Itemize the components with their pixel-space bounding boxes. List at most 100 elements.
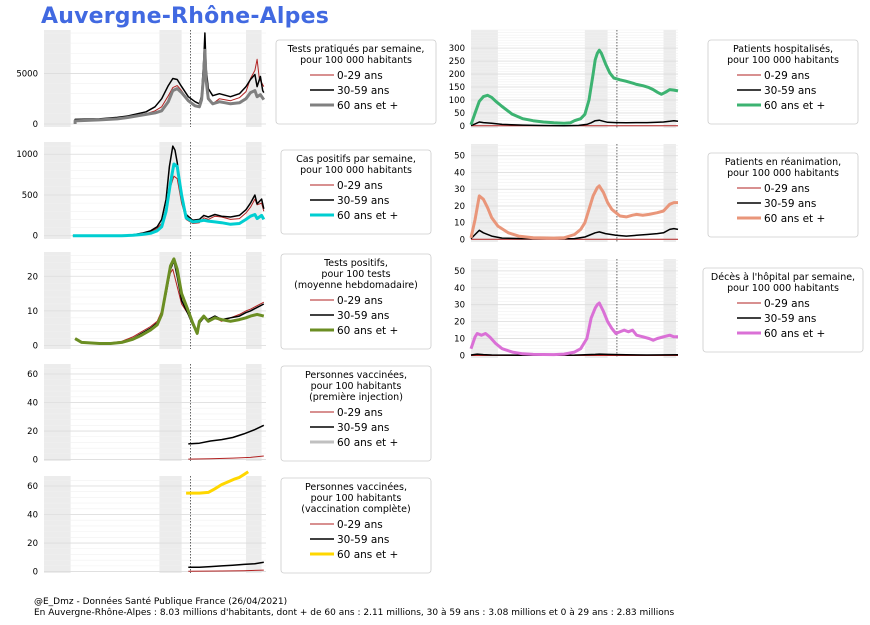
legend-label: 60 ans et + bbox=[764, 328, 825, 340]
y-tick-label: 40 bbox=[454, 284, 465, 294]
y-tick-label: 20 bbox=[27, 272, 38, 282]
legend-title: pour 100 tests bbox=[321, 269, 390, 280]
legend: Tests pratiqués par semaine,pour 100 000… bbox=[275, 39, 437, 125]
lockdown-band bbox=[663, 259, 676, 358]
lockdown-band bbox=[159, 30, 182, 127]
legend-label: 30-59 ans bbox=[337, 422, 389, 434]
legend-label: 30-59 ans bbox=[764, 85, 816, 97]
y-tick-label: 20 bbox=[27, 539, 38, 549]
legend-label: 30-59 ans bbox=[337, 195, 389, 207]
legend: Patients en réanimation,pour 100 000 hab… bbox=[707, 152, 859, 238]
series-line bbox=[469, 301, 678, 357]
series-line bbox=[469, 48, 679, 126]
chart-deces: 0 10 20 30 40 50 Décès à l'hôpital par semaine… bbox=[454, 259, 864, 361]
legend-title: Cas positifs par semaine, bbox=[296, 154, 416, 165]
chart-vacc2: 0 20 40 60 Personnes vaccinées,pour 100 habi… bbox=[27, 470, 432, 578]
legend-title: Tests positifs, bbox=[323, 258, 388, 269]
legend-title: pour 100 000 habitants bbox=[300, 55, 412, 66]
chart-vacc1: 0 20 40 60 Personnes vaccinées,pour 100 habi… bbox=[27, 364, 432, 466]
legend: Cas positifs par semaine,pour 100 000 ha… bbox=[280, 149, 432, 235]
y-tick-label: 0 bbox=[33, 120, 38, 130]
y-tick-label: 20 bbox=[27, 427, 38, 437]
legend-title: Tests pratiqués par semaine, bbox=[287, 44, 425, 55]
legend: Décès à l'hôpital par semaine,pour 100 0… bbox=[702, 267, 864, 353]
legend-title: (vaccination complète) bbox=[301, 504, 410, 515]
legend: Personnes vaccinées,pour 100 habitants(p… bbox=[280, 365, 432, 462]
y-tick-label: 0 bbox=[33, 568, 38, 578]
series-line bbox=[470, 227, 679, 240]
y-tick-label: 0 bbox=[33, 232, 38, 242]
lockdown-band bbox=[44, 364, 71, 461]
legend-label: 60 ans et + bbox=[764, 100, 825, 112]
legend-title: pour 100 habitants bbox=[311, 381, 402, 392]
footer-source: @E_Dmz - Données Santé Publique France (… bbox=[34, 597, 288, 607]
lockdown-band bbox=[246, 364, 262, 461]
y-tick-label: 200 bbox=[449, 70, 465, 80]
legend-title: (moyenne hebdomadaire) bbox=[294, 280, 418, 291]
legend-frame bbox=[280, 365, 432, 462]
legend-title: Personnes vaccinées, bbox=[305, 370, 407, 381]
y-tick-label: 300 bbox=[449, 44, 465, 54]
chart-tests: 0 5000 Tests pratiqués par semaine,pour 10… bbox=[16, 30, 437, 130]
legend-title: (première injection) bbox=[309, 392, 403, 403]
series-line bbox=[470, 119, 679, 127]
legend-label: 60 ans et + bbox=[337, 210, 398, 222]
y-tick-label: 5000 bbox=[16, 69, 38, 79]
series-line bbox=[72, 145, 265, 237]
lockdown-band bbox=[44, 252, 71, 349]
y-tick-label: 150 bbox=[449, 83, 465, 93]
y-tick-label: 60 bbox=[27, 482, 38, 492]
legend-frame bbox=[280, 149, 432, 235]
series-line bbox=[188, 561, 264, 569]
y-tick-label: 500 bbox=[22, 191, 38, 201]
lockdown-band bbox=[44, 30, 71, 127]
legend-frame bbox=[280, 253, 432, 350]
page-title: Auvergne-Rhône-Alpes bbox=[41, 4, 330, 29]
lockdown-band bbox=[663, 144, 676, 242]
legend-label: 60 ans et + bbox=[337, 549, 398, 561]
legend-frame bbox=[702, 267, 864, 353]
lockdown-band bbox=[471, 144, 498, 242]
lockdown-band bbox=[44, 142, 71, 239]
series-line bbox=[188, 569, 264, 572]
y-tick-label: 20 bbox=[454, 202, 465, 212]
legend-label: 30-59 ans bbox=[337, 85, 389, 97]
legend-label: 0-29 ans bbox=[764, 183, 810, 195]
legend: Patients hospitalisés,pour 100 000 habit… bbox=[707, 39, 859, 125]
y-tick-label: 60 bbox=[27, 370, 38, 380]
y-tick-label: 100 bbox=[449, 96, 465, 106]
chart-cas: 0 500 1000 Cas positifs par semaine,pour 10… bbox=[16, 142, 432, 242]
lockdown-band bbox=[159, 364, 182, 461]
legend-label: 30-59 ans bbox=[764, 198, 816, 210]
y-tick-label: 10 bbox=[454, 219, 465, 229]
legend-label: 0-29 ans bbox=[337, 180, 383, 192]
legend-title: Décès à l'hôpital par semaine, bbox=[711, 272, 855, 283]
legend-title: Patients hospitalisés, bbox=[733, 44, 833, 55]
legend-label: 0-29 ans bbox=[337, 295, 383, 307]
legend-label: 60 ans et + bbox=[764, 213, 825, 225]
y-tick-label: 50 bbox=[454, 152, 465, 162]
y-tick-label: 0 bbox=[460, 351, 465, 361]
legend-title: pour 100 000 habitants bbox=[727, 55, 839, 66]
legend-label: 60 ans et + bbox=[337, 325, 398, 337]
legend-label: 0-29 ans bbox=[337, 519, 383, 531]
legend-label: 30-59 ans bbox=[764, 313, 816, 325]
series-line bbox=[73, 48, 266, 124]
lockdown-band bbox=[246, 252, 262, 349]
lockdown-band bbox=[159, 476, 182, 573]
legend-title: Patients en réanimation, bbox=[725, 157, 841, 168]
y-tick-label: 1000 bbox=[16, 150, 38, 160]
legend-label: 30-59 ans bbox=[337, 534, 389, 546]
y-tick-label: 30 bbox=[454, 301, 465, 311]
legend: Tests positifs,pour 100 tests(moyenne he… bbox=[280, 253, 432, 350]
y-tick-label: 0 bbox=[460, 235, 465, 245]
chart-positivite: 0 10 20 Tests positifs,pour 100 tests(moyen… bbox=[27, 252, 432, 352]
legend-title: pour 100 000 habitants bbox=[727, 168, 839, 179]
chart-rea: 0 10 20 30 40 50 Patients en réanimation,pour … bbox=[454, 144, 859, 245]
y-tick-label: 0 bbox=[33, 342, 38, 352]
legend-frame bbox=[707, 152, 859, 238]
legend-label: 30-59 ans bbox=[337, 310, 389, 322]
legend-label: 0-29 ans bbox=[764, 298, 810, 310]
series-line bbox=[470, 353, 679, 357]
